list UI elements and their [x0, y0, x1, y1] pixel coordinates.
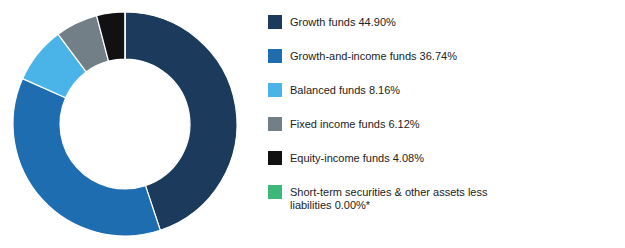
legend-label: Equity-income funds 4.08%	[290, 152, 424, 164]
legend-swatch	[268, 49, 282, 63]
pie-slice	[13, 79, 160, 236]
legend-swatch	[268, 117, 282, 131]
pie	[13, 12, 237, 236]
legend: Growth funds 44.90% Growth-and-income fun…	[268, 15, 488, 211]
legend-swatch	[268, 83, 282, 97]
legend-swatch	[268, 15, 282, 29]
legend-label: Short-term securities & other assets les…	[290, 186, 488, 211]
legend-swatch	[268, 185, 282, 199]
legend-label: Growth-and-income funds 36.74%	[290, 50, 457, 62]
pie-slice	[124, 12, 125, 59]
legend-label: Growth funds 44.90%	[290, 16, 396, 28]
pie-slice	[97, 12, 125, 61]
legend-label: Fixed income funds 6.12%	[290, 118, 420, 130]
legend-label: Balanced funds 8.16%	[290, 84, 400, 96]
chart: Growth funds 44.90% Growth-and-income fun…	[0, 0, 625, 248]
legend-swatch	[268, 151, 282, 165]
